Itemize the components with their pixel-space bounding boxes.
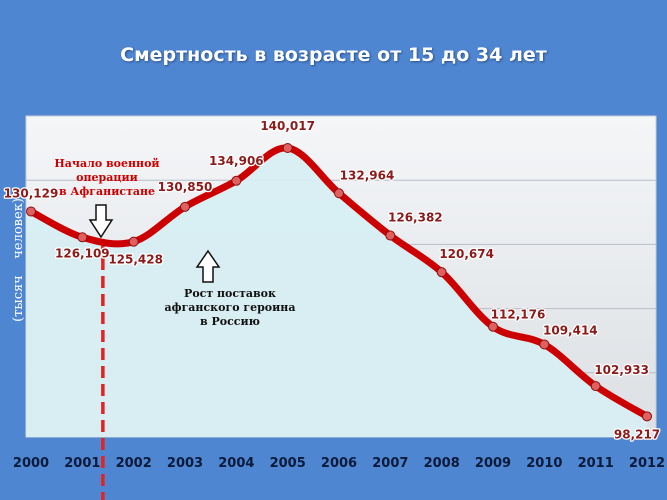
x-tick-label: 2011 [578,456,614,471]
annotation-text: операции [76,171,138,184]
x-tick-label: 2001 [64,456,100,471]
x-tick-label: 2002 [116,456,152,471]
data-point [180,201,190,212]
data-label: 98,217 [614,427,660,441]
data-point [642,411,652,422]
y-axis-label: (тысяч человек) [11,198,26,322]
x-tick-label: 2008 [424,456,460,471]
data-label: 102,933 [594,363,649,377]
data-label: 134,906 [209,154,264,168]
data-label: 140,017 [260,119,315,133]
x-tick-label: 2012 [629,456,665,471]
annotation-text: в Афганистане [59,185,155,198]
data-point [539,339,550,350]
annotation-text: в Россию [200,315,260,328]
down-arrow-icon [88,204,114,239]
data-point [231,175,242,186]
data-label: 130,850 [158,180,213,194]
data-label: 126,382 [388,211,443,225]
data-label: 125,428 [108,253,163,267]
x-tick-label: 2004 [218,456,254,471]
x-tick-label: 2009 [475,456,511,471]
x-tick-label: 2006 [321,456,357,471]
data-point [590,381,601,392]
x-tick-label: 2007 [372,456,408,471]
data-point [77,232,88,243]
up-arrow-icon [195,249,221,283]
data-label: 130,129 [4,186,59,200]
data-point [128,236,139,247]
data-point [282,142,293,153]
series-area [26,147,647,437]
data-label: 126,109 [55,246,110,260]
annotation-text: Начало военной [54,157,159,170]
annotation-text: афганского героина [165,301,296,314]
data-point [488,321,498,332]
data-point [334,188,344,199]
x-tick-label: 2010 [526,456,562,471]
annotation-text: Рост поставок [184,287,276,300]
data-label: 132,964 [340,168,395,182]
data-label: 112,176 [491,308,546,322]
data-label: 120,674 [439,247,494,261]
x-tick-label: 2005 [270,456,306,471]
data-point [385,230,396,241]
chart-title: Смертность в возрасте от 15 до 34 лет [120,44,547,66]
data-point [436,267,447,278]
data-point [26,206,36,217]
x-tick-label: 2000 [13,456,49,471]
x-tick-label: 2003 [167,456,203,471]
data-label: 109,414 [543,323,598,337]
